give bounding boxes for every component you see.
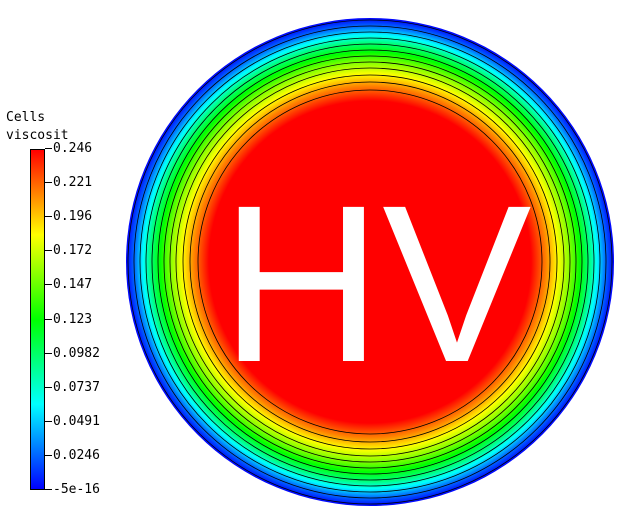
colorbar-tick-label: 0.221 bbox=[45, 175, 92, 191]
legend-title-cells: Cells bbox=[6, 110, 46, 125]
contour-line bbox=[133, 25, 607, 499]
contour-line bbox=[182, 74, 558, 450]
contour-line bbox=[127, 19, 613, 505]
colorbar-tick-label: 0.0246 bbox=[45, 448, 100, 464]
colorbar-tick-label: -5e-16 bbox=[45, 482, 100, 498]
colorbar-tick-label: 0.0491 bbox=[45, 414, 100, 430]
contour-line bbox=[151, 43, 589, 481]
contour-lines bbox=[127, 19, 613, 505]
colorbar-tick-label: 0.123 bbox=[45, 312, 92, 328]
colorbar-tick-label: 0.0982 bbox=[45, 346, 100, 362]
legend-title-variable: viscosit bbox=[6, 128, 69, 143]
contour-line bbox=[139, 31, 601, 493]
colorbar-tick-label: 0.147 bbox=[45, 277, 92, 293]
contour-line bbox=[157, 49, 583, 475]
colorbar-tick-label: 0.0737 bbox=[45, 380, 100, 396]
contour-line bbox=[189, 81, 551, 443]
colorbar-tick-label: 0.196 bbox=[45, 209, 92, 225]
contour-line bbox=[163, 55, 577, 469]
hv-overlay-text: HV bbox=[220, 159, 531, 409]
contour-line bbox=[175, 67, 565, 457]
colorbar-tick-label: 0.246 bbox=[45, 141, 92, 157]
colorbar-tick-label: 0.172 bbox=[45, 243, 92, 259]
contour-line bbox=[197, 89, 543, 435]
contour-line bbox=[169, 61, 571, 463]
contour-line bbox=[145, 37, 595, 487]
viscosity-disk bbox=[126, 18, 614, 506]
colorbar bbox=[30, 149, 45, 490]
